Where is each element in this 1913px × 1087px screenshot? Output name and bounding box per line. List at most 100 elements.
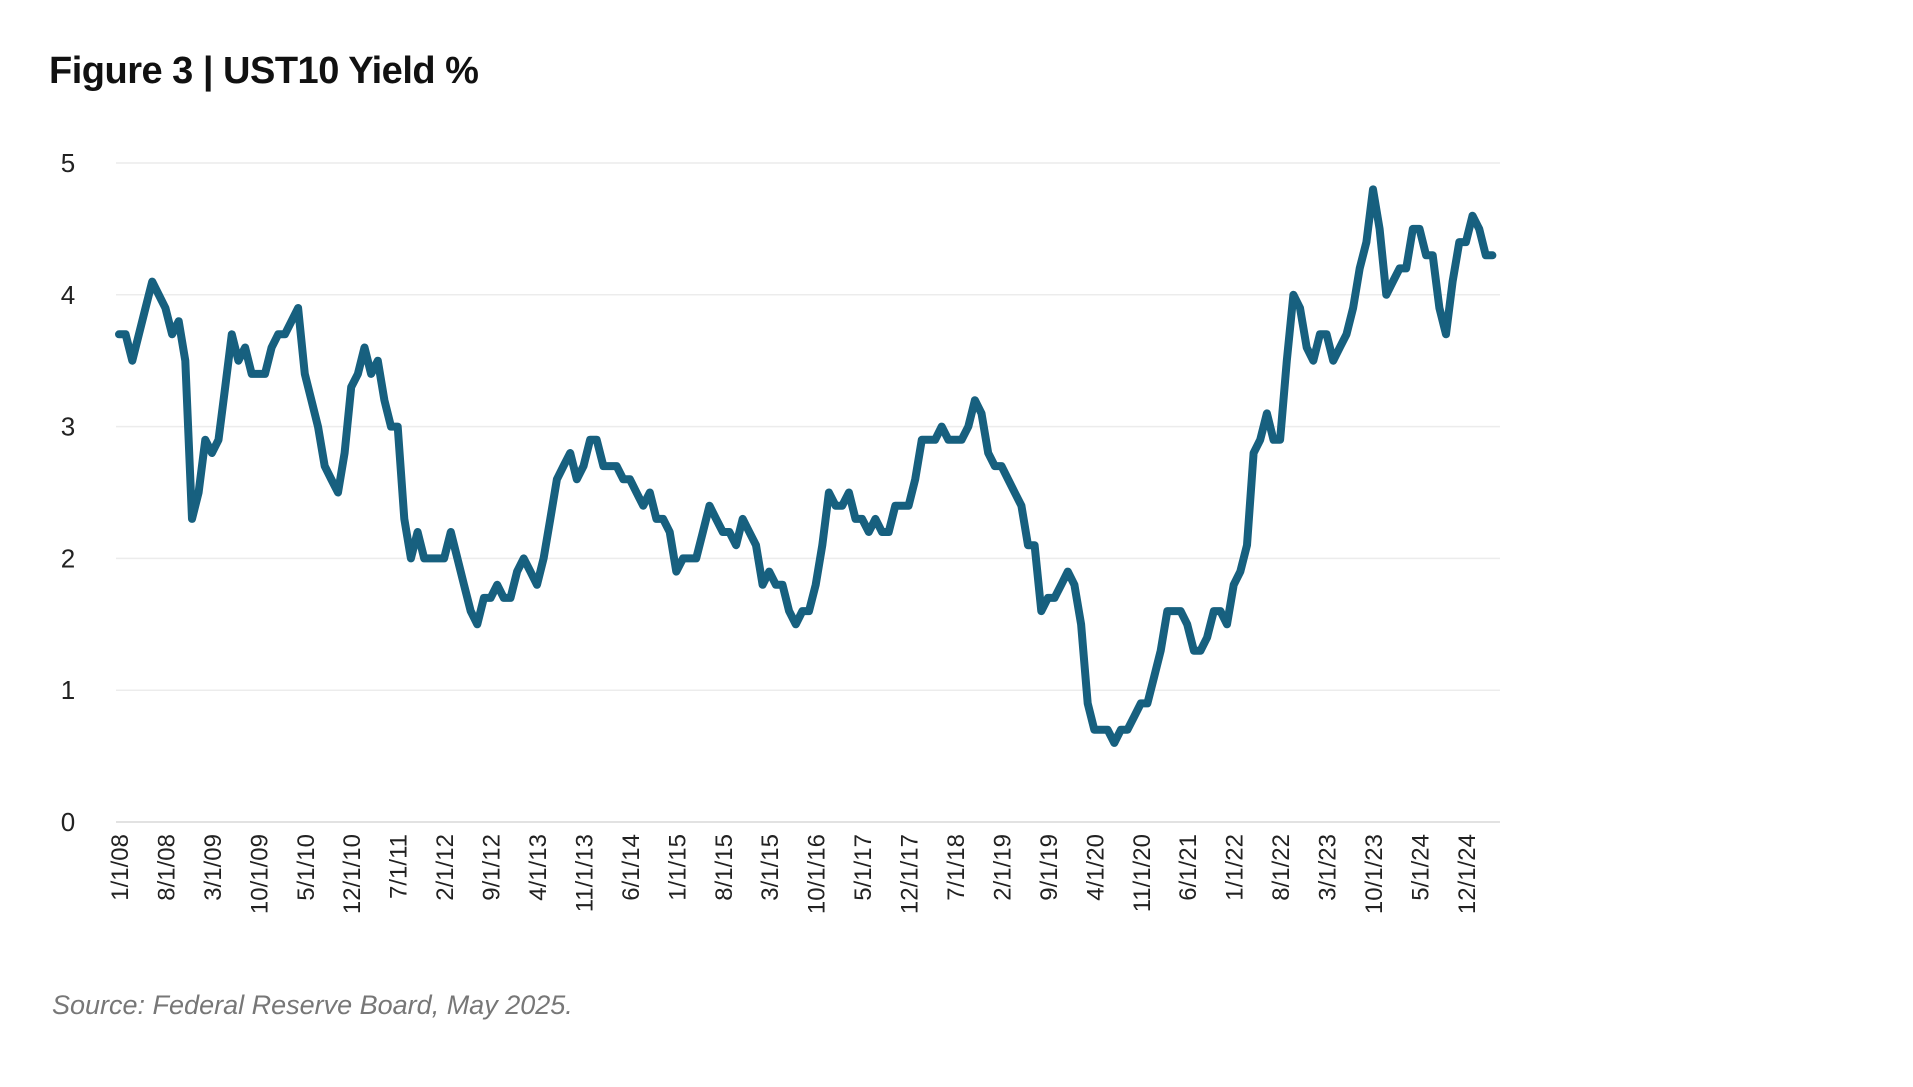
data-point <box>168 330 176 338</box>
data-point <box>686 554 694 562</box>
x-tick-label: 4/1/20 <box>1082 834 1109 901</box>
data-point <box>201 436 209 444</box>
data-point <box>1110 739 1118 747</box>
data-point <box>805 607 813 615</box>
data-point <box>779 581 786 589</box>
data-point <box>367 370 375 378</box>
data-point <box>845 489 853 496</box>
data-point <box>1269 436 1277 444</box>
x-tick-label: 3/1/15 <box>757 834 784 901</box>
data-point <box>208 449 216 457</box>
data-point <box>1402 264 1410 272</box>
data-point <box>1197 647 1205 655</box>
data-point <box>493 581 501 589</box>
data-point <box>155 291 163 299</box>
x-tick-label: 7/1/11 <box>386 834 413 899</box>
data-point <box>1389 278 1397 286</box>
data-point <box>181 357 189 365</box>
data-point <box>1362 238 1370 246</box>
data-point <box>593 436 601 444</box>
data-point <box>1250 449 1258 457</box>
data-point <box>765 568 773 576</box>
data-point <box>706 502 714 510</box>
data-point <box>832 502 840 510</box>
source-note: Source: Federal Reserve Board, May 2025. <box>52 990 573 1020</box>
data-point <box>1077 620 1085 628</box>
data-point <box>1429 251 1437 259</box>
x-tick-label: 2/1/19 <box>989 834 1016 901</box>
data-point <box>759 581 767 589</box>
data-point <box>1449 278 1457 286</box>
data-point <box>566 449 574 457</box>
data-point <box>175 317 183 325</box>
x-tick-label: 11/1/20 <box>1129 834 1156 912</box>
data-point <box>652 515 660 523</box>
data-point <box>951 436 959 444</box>
x-tick-label: 4/1/13 <box>525 834 552 901</box>
data-point <box>234 357 242 365</box>
data-point <box>188 515 196 523</box>
data-point <box>480 594 488 602</box>
data-point <box>1124 726 1132 734</box>
x-tick-label: 3/1/23 <box>1315 834 1342 901</box>
data-point <box>347 383 355 391</box>
data-point <box>221 383 229 391</box>
x-tick-label: 8/1/22 <box>1268 834 1295 901</box>
data-point <box>825 489 833 496</box>
x-tick-label: 2/1/12 <box>432 834 459 901</box>
data-point <box>573 475 581 483</box>
data-point <box>1455 238 1463 246</box>
data-point <box>161 304 169 312</box>
chart-title: Figure 3 | UST10 Yield % <box>49 50 479 92</box>
data-point <box>858 515 866 523</box>
data-point <box>520 554 528 562</box>
data-point <box>420 554 428 562</box>
data-point <box>1183 620 1191 628</box>
y-tick-label: 4 <box>61 280 75 310</box>
data-point <box>135 330 143 338</box>
data-point <box>1177 607 1185 615</box>
data-point <box>924 436 932 444</box>
data-point <box>414 528 422 536</box>
data-point <box>1163 607 1171 615</box>
data-point <box>1382 291 1390 299</box>
data-point <box>440 554 448 562</box>
data-point <box>560 462 568 470</box>
x-tick-label: 12/1/10 <box>339 834 366 914</box>
data-point <box>732 541 740 549</box>
data-point <box>719 528 727 536</box>
data-point <box>433 554 441 562</box>
data-point <box>699 528 707 536</box>
data-point <box>891 502 899 510</box>
x-tick-label: 1/1/08 <box>107 834 134 901</box>
data-point <box>1044 594 1052 602</box>
data-point <box>1435 304 1443 312</box>
data-point <box>274 330 282 338</box>
data-point <box>712 515 720 523</box>
data-point <box>878 528 886 536</box>
data-point <box>460 581 468 589</box>
data-point <box>672 568 680 576</box>
data-point <box>307 396 315 404</box>
data-point <box>1004 475 1012 483</box>
data-point <box>1210 607 1218 615</box>
data-point <box>533 581 541 589</box>
data-point <box>1150 673 1158 681</box>
data-point <box>1323 330 1331 338</box>
data-point <box>1104 726 1112 734</box>
x-tick-label: 8/1/08 <box>153 834 180 901</box>
data-point <box>301 370 309 378</box>
data-point <box>195 489 203 496</box>
data-point <box>261 370 269 378</box>
data-point <box>964 423 972 431</box>
data-point <box>944 436 952 444</box>
data-point <box>1482 251 1490 259</box>
data-point <box>1190 647 1198 655</box>
data-point <box>1309 357 1317 365</box>
data-point <box>1349 304 1357 312</box>
data-point <box>1469 212 1477 220</box>
data-point <box>1462 238 1470 246</box>
data-point <box>1289 291 1297 299</box>
data-point <box>427 554 435 562</box>
